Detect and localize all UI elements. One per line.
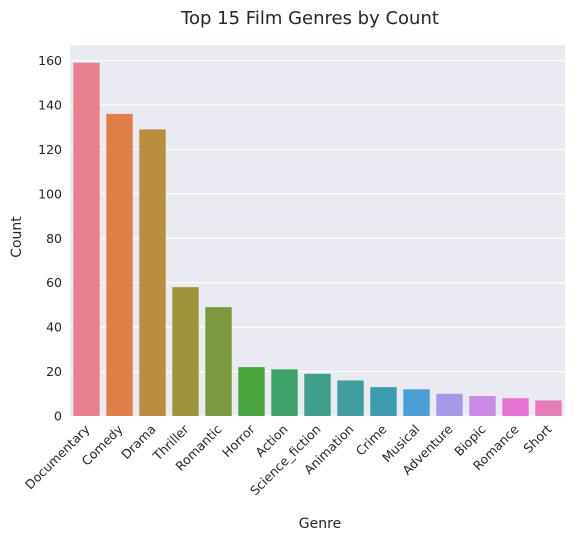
- bars: [73, 62, 562, 417]
- y-tick-label: 140: [38, 97, 62, 112]
- y-tick-label: 40: [46, 320, 62, 335]
- bar-romantic: [205, 307, 232, 416]
- y-tick-label: 100: [38, 186, 62, 201]
- y-tick-label: 0: [54, 409, 62, 424]
- chart-title: Top 15 Film Genres by Count: [180, 8, 439, 29]
- y-tick-label: 160: [38, 53, 62, 68]
- y-axis-ticks: 0 20 40 60 80 100 120 140 160: [38, 53, 62, 423]
- bar-comedy: [106, 113, 133, 417]
- bar-drama: [139, 129, 166, 416]
- y-axis-label: Count: [9, 216, 25, 258]
- y-tick-label: 60: [46, 275, 62, 290]
- y-tick-label: 20: [46, 364, 62, 379]
- bar-thriller: [172, 287, 199, 416]
- bar-science-fiction: [304, 373, 331, 416]
- x-axis-label: Genre: [299, 516, 341, 532]
- bar-short: [535, 400, 562, 416]
- bar-biopic: [469, 396, 496, 416]
- y-tick-label: 120: [38, 142, 62, 157]
- bar-animation: [337, 380, 364, 416]
- bar-crime: [370, 387, 397, 416]
- bar-musical: [403, 389, 430, 416]
- bar-action: [271, 369, 298, 416]
- bar-documentary: [73, 62, 100, 416]
- y-tick-label: 80: [46, 231, 62, 246]
- bar-horror: [238, 367, 265, 416]
- bar-adventure: [436, 393, 463, 416]
- bar-romance: [502, 398, 529, 416]
